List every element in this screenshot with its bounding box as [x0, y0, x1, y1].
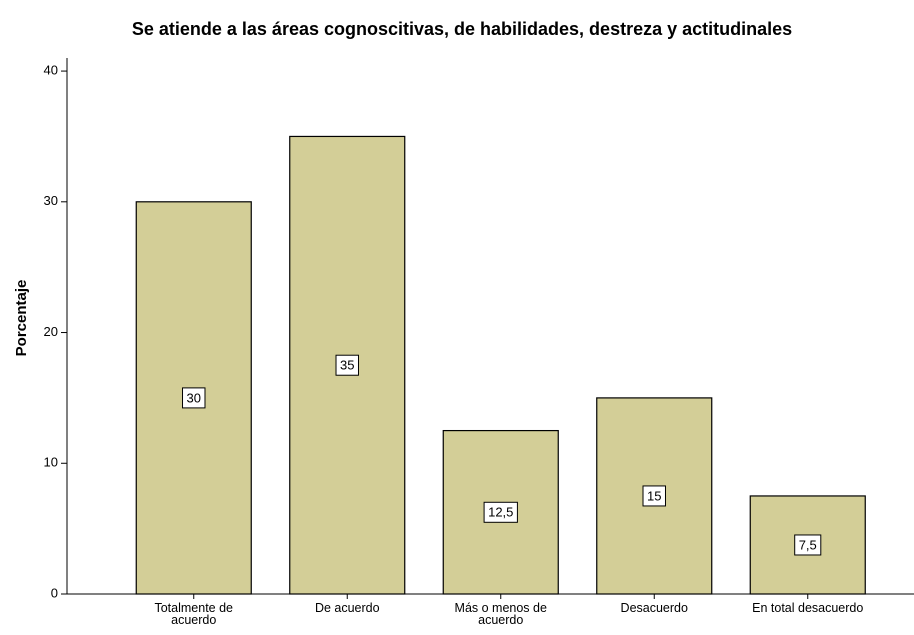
chart-title: Se atiende a las áreas cognoscitivas, de… — [132, 19, 792, 39]
x-tick-label: De acuerdo — [314, 601, 380, 615]
x-tick-label: En total desacuerdo — [752, 601, 864, 615]
value-label: 35 — [340, 358, 354, 373]
y-axis-label: Porcentaje — [13, 280, 30, 357]
y-tick-label: 20 — [44, 324, 58, 339]
value-label: 30 — [187, 390, 201, 405]
y-tick-label: 30 — [44, 193, 58, 208]
y-tick-label: 40 — [44, 63, 58, 78]
x-tick-label: Más o menos de acuerdo — [454, 601, 547, 627]
y-tick-label: 0 — [51, 585, 58, 600]
x-tick-label: Totalmente de acuerdo — [154, 601, 234, 627]
value-label-box — [335, 354, 359, 376]
value-label: 12,5 — [488, 505, 513, 520]
value-label-box — [642, 485, 666, 507]
value-label-box — [182, 387, 206, 409]
value-label-box — [483, 501, 518, 523]
value-label: 15 — [647, 488, 661, 503]
value-label: 7,5 — [799, 537, 817, 552]
value-label-box — [794, 534, 822, 556]
x-tick-label: Desacuerdo — [620, 601, 688, 615]
y-tick-label: 10 — [44, 455, 58, 470]
